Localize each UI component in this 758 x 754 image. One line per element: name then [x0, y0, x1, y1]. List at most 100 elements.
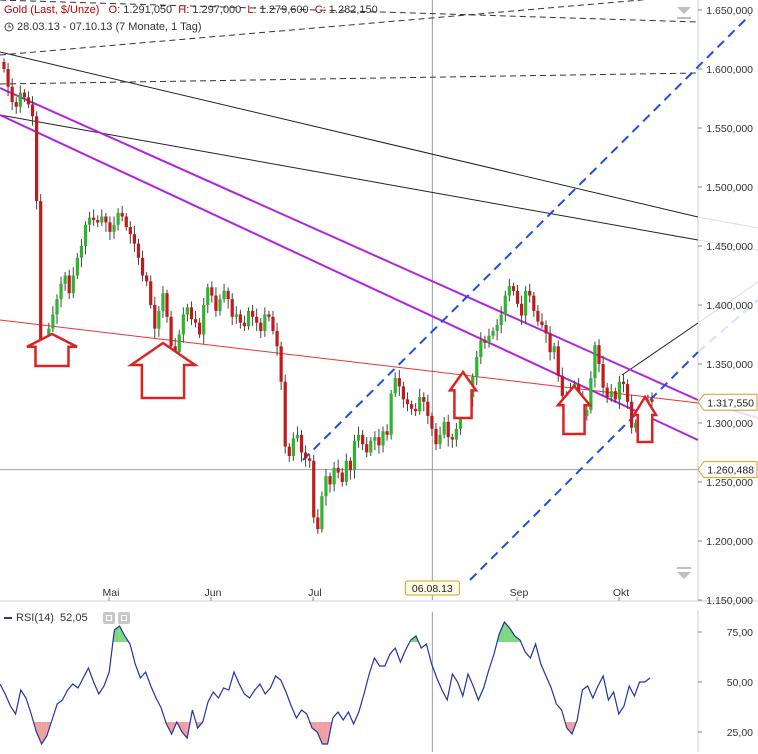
low-value: 1.279,600 — [259, 4, 309, 16]
candle-body — [597, 345, 601, 364]
price-badge: 1.317,550 — [697, 393, 758, 411]
candle — [373, 431, 377, 451]
price-badge-label: 1.260,488 — [707, 465, 754, 477]
support-arrow-3 — [447, 369, 479, 420]
candle-body — [483, 340, 487, 343]
candle — [613, 387, 617, 403]
candle-body — [352, 440, 357, 471]
y-tick-label: 1.500,000 — [706, 182, 753, 194]
period-row: 28.03.13 - 07.10.13 (7 Monate, 1 Tag) — [4, 21, 201, 33]
candle — [405, 392, 410, 412]
candle — [426, 394, 430, 425]
candle-body — [487, 335, 491, 343]
candle — [593, 341, 597, 388]
candle — [279, 341, 283, 390]
candle-body — [251, 310, 255, 317]
candle — [479, 332, 483, 364]
short-black-extension — [697, 281, 758, 324]
scroll-up-icon — [677, 7, 691, 14]
candle-body — [401, 386, 405, 400]
dashed-horizontal-resistance — [0, 72, 699, 85]
candle — [136, 238, 141, 265]
candle — [92, 209, 96, 226]
candle-body — [108, 222, 112, 232]
blue-channel-upper — [302, 14, 751, 461]
candle — [597, 339, 601, 373]
rsi-overbought-fill — [114, 626, 120, 642]
candle-body — [414, 408, 418, 412]
candle-body — [181, 314, 185, 335]
rsi-settings-icon[interactable] — [103, 612, 115, 624]
candle — [67, 269, 71, 300]
candle-body — [96, 220, 100, 223]
candle-body — [51, 314, 55, 329]
candle — [393, 372, 397, 398]
candle — [316, 509, 320, 534]
candle — [352, 434, 357, 479]
candle — [344, 453, 348, 486]
candle-body — [185, 307, 189, 315]
candle — [124, 212, 128, 231]
candle — [214, 287, 218, 317]
candle-body — [438, 434, 442, 445]
candle — [96, 215, 100, 228]
candle-body — [291, 438, 295, 457]
candle — [409, 400, 414, 415]
y-tick-label: 1.150,000 — [706, 595, 753, 607]
candle-body — [193, 319, 198, 323]
candle — [291, 432, 295, 461]
candle — [26, 91, 31, 108]
price-badge: 1.260,488 — [697, 461, 758, 479]
scroll-up-bar — [677, 17, 691, 19]
candle — [287, 443, 291, 462]
candle-body — [426, 401, 430, 416]
candle — [434, 423, 438, 451]
candle-body — [336, 467, 340, 473]
rsi-close-icon[interactable] — [118, 612, 130, 624]
rsi-value: 52,05 — [60, 612, 88, 624]
candle-body — [39, 201, 43, 341]
rsi-oversold-fill — [317, 722, 323, 744]
candle-body — [405, 399, 410, 405]
candle-body — [340, 472, 344, 482]
candle-body — [153, 305, 157, 329]
rsi-tick-label: 25,00 — [727, 727, 753, 739]
candle-body — [422, 397, 426, 402]
candle — [536, 305, 540, 327]
candle-body — [373, 437, 377, 441]
candle — [552, 342, 556, 360]
candle — [630, 394, 634, 434]
candle — [299, 430, 304, 462]
candle — [234, 306, 238, 324]
chart-header: Gold (Last, $/Unze) O: 1.291,050 H: 1.29… — [4, 4, 378, 16]
candle-body — [226, 290, 230, 300]
candle-body — [295, 434, 300, 439]
black-trendline-upper — [0, 51, 699, 218]
candle — [222, 283, 226, 303]
candle — [414, 402, 418, 416]
candle-body — [198, 322, 202, 335]
candle — [206, 283, 210, 314]
candle-body — [344, 460, 348, 482]
low-label: L: — [247, 4, 257, 16]
candle-body — [267, 314, 271, 317]
candle-body — [177, 334, 181, 353]
rsi-oversold-fill — [36, 722, 42, 744]
candle-body — [540, 321, 544, 326]
candle-body — [528, 290, 532, 296]
candle — [230, 293, 234, 326]
red-support-line — [0, 319, 699, 404]
crosshair-date-label: 06.08.13 — [412, 583, 453, 595]
rsi-panel: 75,00 50,00 25,00 — [0, 620, 753, 746]
candle-body — [14, 102, 18, 107]
candle — [540, 313, 544, 329]
crosshair-date-badge: 06.08.13 — [404, 580, 460, 596]
candle-body — [92, 217, 96, 221]
candle — [295, 426, 300, 442]
support-arrow-1 — [26, 332, 78, 368]
instrument-name: Gold (Last, $/Unze) — [4, 4, 100, 16]
candle — [450, 433, 454, 448]
candle-body — [365, 444, 369, 453]
candle-body — [128, 227, 132, 235]
candle — [39, 194, 43, 348]
